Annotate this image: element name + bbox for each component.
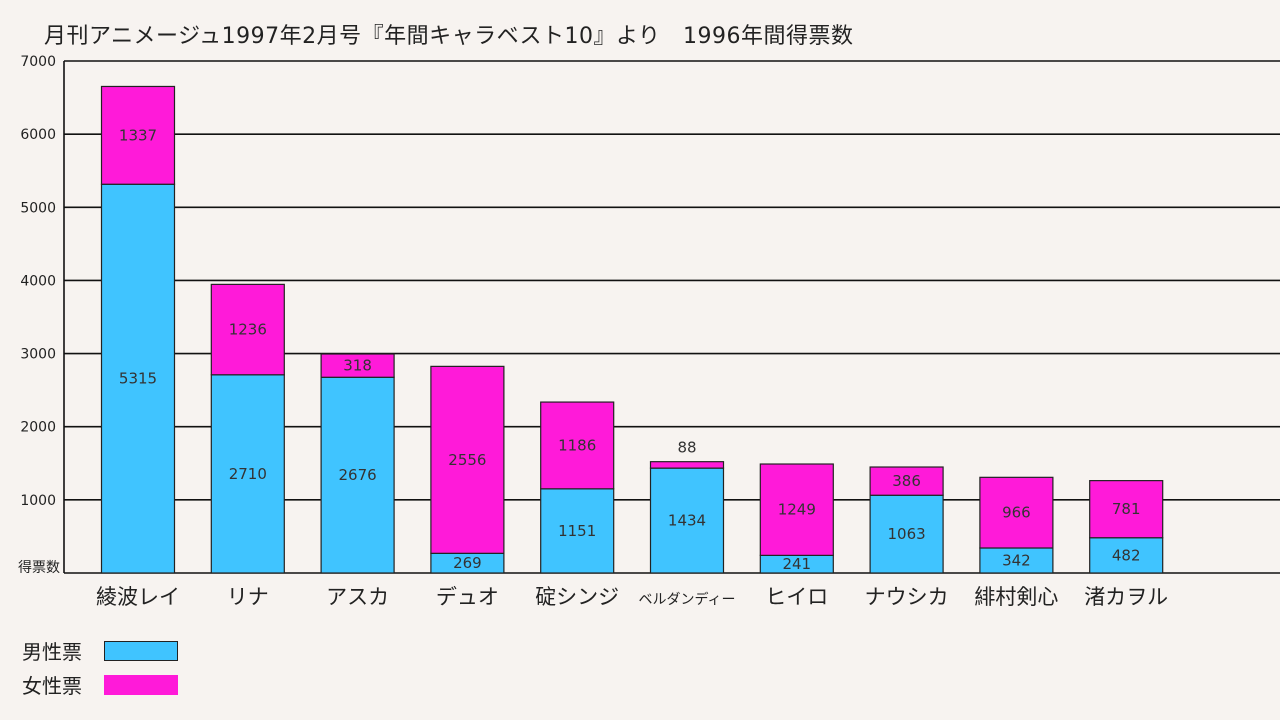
data-label-female-9: 781 [1112, 500, 1141, 518]
data-label-male-5: 1434 [668, 512, 706, 530]
bar-male-8 [979, 547, 1054, 574]
x-tick-label-2: アスカ [326, 585, 389, 609]
chart-title: 月刊アニメージュ1997年2月号『年間キャラベスト10』より 1996年間得票数 [44, 24, 854, 49]
data-label-female-8: 966 [1002, 504, 1031, 522]
data-label-female-7: 386 [892, 472, 921, 490]
y-tick-label-6000: 6000 [20, 127, 56, 143]
legend-label-female: 女性票 [22, 674, 82, 698]
y-tick-label-1000: 1000 [20, 493, 56, 509]
bar-female-9 [1089, 480, 1164, 539]
x-tick-label-4: 碇シンジ [535, 585, 619, 609]
y-tick-label-3000: 3000 [20, 347, 56, 363]
data-label-male-3: 269 [453, 554, 482, 572]
data-label-male-0: 5315 [119, 370, 157, 388]
data-label-male-2: 2676 [339, 466, 377, 484]
bar-male-2 [320, 376, 395, 574]
data-label-male-8: 342 [1002, 551, 1031, 569]
data-label-male-6: 241 [782, 555, 811, 573]
data-label-female-6: 1249 [778, 501, 816, 519]
legend-item-male: 男性票 [22, 636, 178, 665]
bar-female-7 [869, 466, 944, 496]
data-label-male-9: 482 [1112, 546, 1141, 564]
bar-female-3 [430, 365, 505, 554]
x-tick-label-5: ベルダンディー [638, 591, 735, 608]
y-tick-label-7000: 7000 [20, 54, 56, 70]
bars [100, 85, 1164, 574]
bar-male-9 [1089, 537, 1164, 574]
bar-female-8 [979, 476, 1054, 549]
data-label-female-1: 1236 [229, 321, 267, 339]
legend-item-female: 女性票 [22, 670, 178, 699]
x-tick-label-9: 渚カヲル [1084, 585, 1168, 609]
x-tick-label-6: ヒイロ [765, 585, 828, 609]
x-tick-label-7: ナウシカ [865, 585, 949, 609]
x-tick-label-1: リナ [227, 585, 269, 609]
data-label-female-2: 318 [343, 357, 372, 375]
legend-swatch-female [104, 674, 178, 695]
bar-female-0 [100, 85, 176, 185]
y-tick-label-4000: 4000 [20, 273, 56, 289]
y-tick-label-5000: 5000 [20, 200, 56, 216]
data-label-female-4: 1186 [558, 436, 596, 454]
x-tick-label-8: 緋村剣心 [974, 585, 1058, 609]
bar-male-0 [100, 183, 176, 574]
bar-male-4 [540, 488, 615, 574]
data-label-female-3: 2556 [448, 451, 486, 469]
bar-female-1 [210, 283, 285, 376]
legend-label-male: 男性票 [22, 640, 82, 664]
data-label-male-7: 1063 [888, 525, 926, 543]
data-label-male-4: 1151 [558, 522, 596, 540]
data-labels: 5315 1337 2710 1236 2676 318 269 2556 1151 1186 14… [119, 126, 1141, 573]
data-label-female-5: 88 [677, 439, 696, 457]
y-tick-label-2000: 2000 [20, 420, 56, 436]
x-tick-label-3: デュオ [436, 585, 499, 609]
bar-female-5 [649, 461, 725, 469]
legend-swatch-male [104, 640, 178, 661]
y-axis-label: 得票数 [18, 559, 60, 576]
bar-female-2 [320, 353, 395, 378]
bar-male-7 [869, 494, 944, 574]
bar-female-4 [540, 401, 615, 490]
data-label-female-0: 1337 [119, 126, 157, 144]
data-label-male-1: 2710 [229, 465, 267, 483]
bar-female-6 [759, 463, 834, 556]
bar-male-5 [649, 467, 725, 574]
x-tick-label-0: 綾波レイ [96, 585, 180, 609]
